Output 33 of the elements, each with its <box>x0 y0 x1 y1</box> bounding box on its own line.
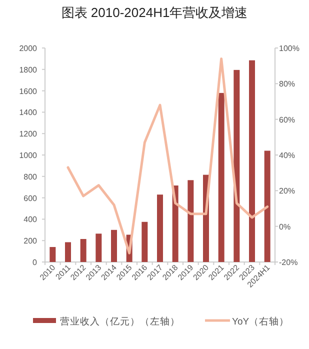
y2-tick-label: 0% <box>279 222 291 232</box>
bar <box>234 70 240 262</box>
y-tick-label: 600 <box>24 194 38 203</box>
y2-tick-label: 20% <box>279 186 296 196</box>
y2-tick-label: -20% <box>279 258 298 267</box>
y-tick-label: 200 <box>24 236 38 246</box>
chart-title: 图表 2010-2024H1年营收及增速 <box>61 5 248 20</box>
bar <box>142 222 148 262</box>
bar <box>65 242 71 262</box>
bar <box>218 92 224 262</box>
y-tick-label: 1800 <box>19 65 38 74</box>
legend-label: 营业收入（亿元）（左轴） <box>60 316 180 328</box>
bar <box>188 180 194 262</box>
bar <box>96 234 102 262</box>
bar <box>264 150 270 262</box>
y-tick-label: 1600 <box>19 86 38 96</box>
y2-tick-label: 100% <box>279 44 300 53</box>
bar <box>50 247 56 262</box>
y2-tick-label: 40% <box>279 151 296 160</box>
y-tick-label: 0 <box>32 258 38 267</box>
y-tick-label: 1000 <box>19 151 38 160</box>
y2-tick-label: 80% <box>279 80 296 89</box>
bar <box>157 194 163 262</box>
y2-tick-label: 60% <box>279 115 296 124</box>
bar <box>249 60 255 262</box>
legend-label: YoY（右轴） <box>232 316 290 328</box>
y-tick-label: 2000 <box>19 44 38 53</box>
y-tick-label: 800 <box>24 172 38 182</box>
y-tick-label: 1400 <box>19 108 38 118</box>
y-tick-label: 400 <box>24 215 38 224</box>
y-tick-label: 1200 <box>19 130 38 139</box>
bar <box>111 230 117 262</box>
bar <box>80 238 86 262</box>
